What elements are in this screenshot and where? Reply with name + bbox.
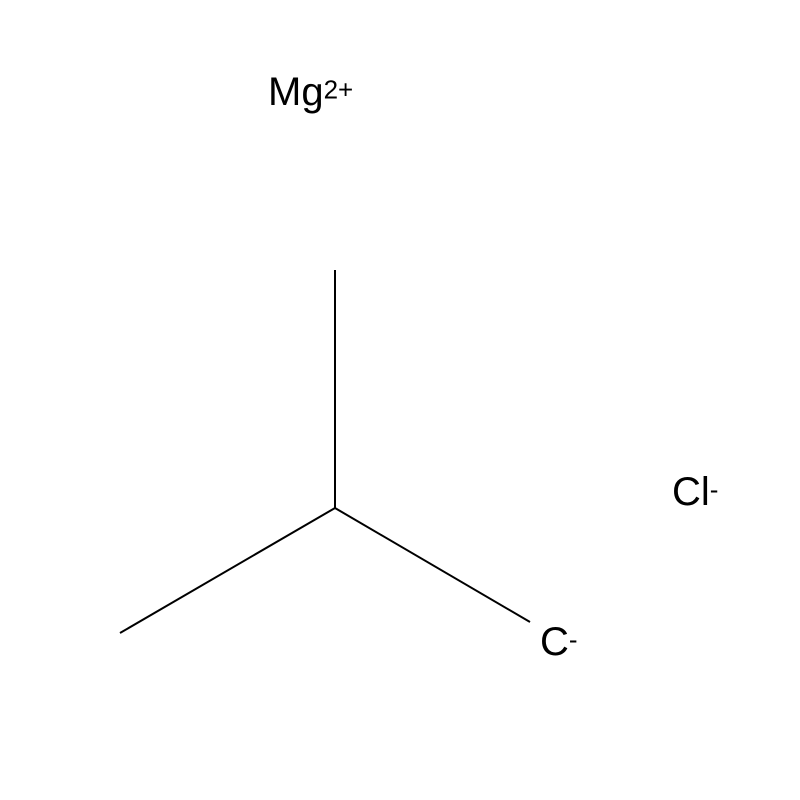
bond <box>335 508 530 622</box>
molecule-diagram: Mg2+ Cl- C- <box>0 0 800 800</box>
cl-anion-label: Cl- <box>672 470 718 515</box>
c-base: C <box>540 620 569 664</box>
bond <box>120 508 335 633</box>
cl-base: Cl <box>672 470 710 514</box>
mg-charge: 2+ <box>324 75 354 105</box>
mg-base: Mg <box>268 70 324 114</box>
cl-charge: - <box>710 475 719 505</box>
bond-layer <box>0 0 800 800</box>
carbanion-label: C- <box>540 620 578 665</box>
c-charge: - <box>569 625 578 655</box>
mg-cation-label: Mg2+ <box>268 70 353 115</box>
